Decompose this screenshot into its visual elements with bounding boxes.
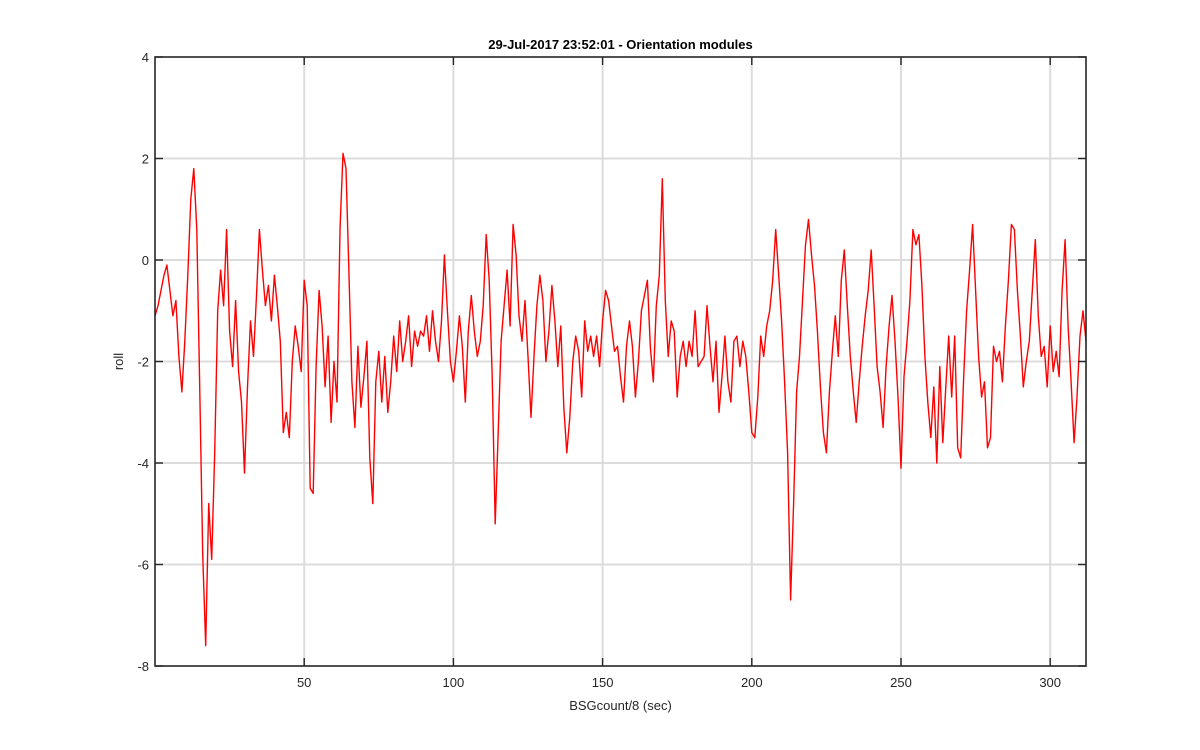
y-tick-label: -8 [137,659,149,674]
series-line-roll [154,152,1087,647]
chart-title: 29-Jul-2017 23:52:01 - Orientation modul… [488,37,752,52]
y-axis-label: roll [111,353,126,370]
y-tick-label: -4 [137,456,149,471]
plot-area [154,152,1087,647]
x-tick-label: 50 [297,675,311,690]
x-tick-label: 300 [1039,675,1061,690]
x-tick-label: 150 [592,675,614,690]
axis-ticks: 50 100 150 200 250 300 -8 -6 -4 -2 0 2 4 [137,50,1086,690]
y-tick-label: 0 [142,253,149,268]
y-tick-label: -2 [137,355,149,370]
y-tick-label: 2 [142,152,149,167]
x-tick-label: 100 [443,675,465,690]
x-axis-label: BSGcount/8 (sec) [569,698,672,713]
y-tick-label: 4 [142,50,149,65]
x-tick-label: 250 [890,675,912,690]
y-tick-label: -6 [137,558,149,573]
x-tick-label: 200 [741,675,763,690]
